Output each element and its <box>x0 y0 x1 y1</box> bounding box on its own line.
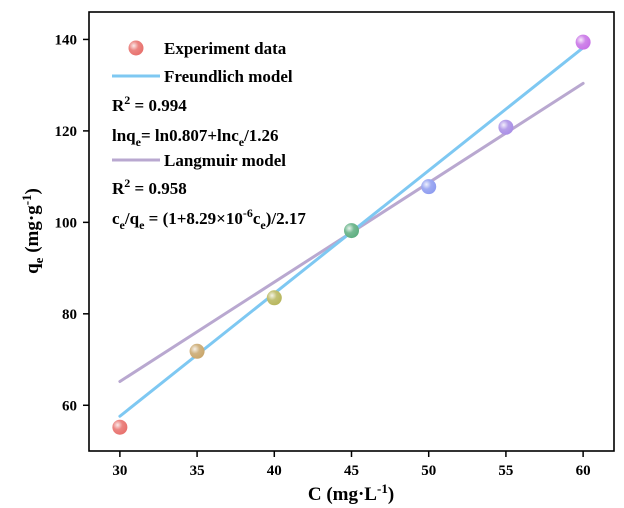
experiment-points <box>112 34 591 435</box>
y-tick-label: 80 <box>62 307 77 323</box>
legend-label-freundlich: Freundlich model <box>164 67 293 86</box>
legend-item-langmuir: Langmuir model <box>112 151 286 170</box>
y-tick-label: 100 <box>55 215 78 231</box>
data-point-highlight <box>575 34 591 50</box>
x-tick-label: 50 <box>421 463 436 479</box>
legend: Experiment data Freundlich model R2 = 0.… <box>112 39 306 232</box>
data-point-highlight <box>112 419 128 435</box>
y-tick-label: 120 <box>55 124 78 140</box>
x-tick-label: 45 <box>344 463 359 479</box>
langmuir-r2: R2 = 0.958 <box>112 176 187 198</box>
data-point-highlight <box>189 343 205 359</box>
legend-label-experiment: Experiment data <box>164 39 287 58</box>
langmuir-equation: ce/qe = (1+8.29×10-6ce)/2.17 <box>112 206 306 232</box>
legend-label-langmuir: Langmuir model <box>164 151 286 170</box>
legend-item-freundlich: Freundlich model <box>112 67 293 86</box>
x-tick-label: 30 <box>112 463 127 479</box>
x-axis-label: C (mg·L-1) <box>308 481 394 505</box>
x-tick-label: 40 <box>267 463 282 479</box>
x-tick-label: 60 <box>576 463 591 479</box>
data-point-highlight <box>266 290 282 306</box>
x-tick-label: 55 <box>498 463 513 479</box>
y-tick-label: 60 <box>62 398 77 414</box>
y-axis-label: qe (mg·g-1) <box>19 188 46 274</box>
data-point-highlight <box>421 179 437 195</box>
freundlich-equation: lnqe= ln0.807+lnce/1.26 <box>112 126 279 149</box>
x-tick-label: 35 <box>190 463 205 479</box>
y-axis-ticks: 60 80 100 120 140 <box>55 32 89 414</box>
data-point-highlight <box>498 119 514 135</box>
data-point-highlight <box>344 223 359 239</box>
legend-item-experiment: Experiment data <box>128 39 287 58</box>
freundlich-r2: R2 = 0.994 <box>112 93 187 115</box>
x-axis-ticks: 30 35 40 45 50 55 60 <box>112 451 591 479</box>
y-tick-label: 140 <box>55 32 78 48</box>
